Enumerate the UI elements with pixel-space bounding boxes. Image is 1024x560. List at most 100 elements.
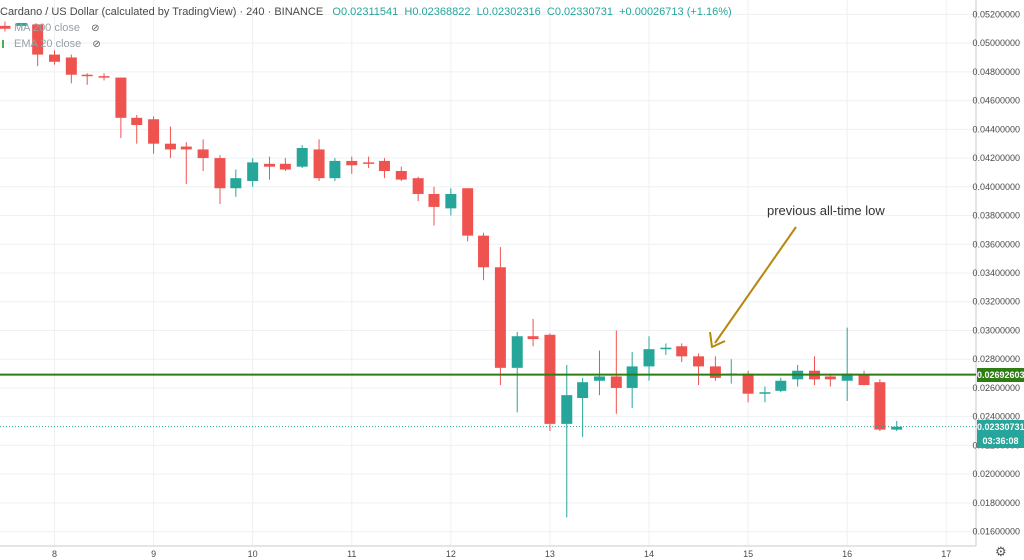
candle bbox=[329, 158, 341, 182]
candle-body bbox=[841, 373, 853, 381]
x-tick-label: 11 bbox=[347, 549, 356, 559]
candle bbox=[81, 73, 93, 85]
candle bbox=[478, 232, 490, 281]
candle bbox=[65, 54, 77, 84]
candle bbox=[693, 353, 705, 386]
candle bbox=[792, 364, 804, 387]
candle bbox=[593, 350, 605, 396]
indicator-color-mark bbox=[2, 40, 12, 48]
candle bbox=[643, 336, 655, 381]
candle-body bbox=[610, 376, 622, 388]
x-tick-label: 16 bbox=[842, 549, 852, 559]
y-tick-label: 0.04800000 bbox=[972, 67, 1020, 77]
candle bbox=[742, 370, 754, 403]
candle-body bbox=[115, 77, 127, 118]
candle bbox=[462, 188, 474, 242]
last-price-tag: 0.02330731 bbox=[977, 419, 1024, 434]
candle bbox=[494, 247, 506, 386]
candle bbox=[577, 377, 589, 437]
candle-body bbox=[65, 57, 77, 75]
candle-body bbox=[577, 382, 589, 399]
candle-body bbox=[742, 373, 754, 394]
candle bbox=[808, 356, 820, 386]
bar-countdown-tag: 03:36:08 bbox=[977, 433, 1024, 448]
candle-body bbox=[626, 366, 638, 388]
y-tick-label: 0.02600000 bbox=[972, 383, 1020, 393]
candle bbox=[363, 156, 375, 169]
eye-off-icon[interactable]: ⊘ bbox=[91, 23, 100, 34]
candle-body bbox=[363, 162, 375, 164]
candle-body bbox=[98, 76, 110, 78]
y-tick-label: 0.01800000 bbox=[972, 498, 1020, 508]
x-tick-label: 15 bbox=[743, 549, 753, 559]
annotation-arrow-head bbox=[709, 331, 726, 348]
x-tick-label: 8 bbox=[52, 549, 57, 559]
candle bbox=[164, 126, 176, 159]
eye-off-icon[interactable]: ⊘ bbox=[92, 39, 101, 50]
candle-body bbox=[824, 376, 836, 380]
candle bbox=[610, 330, 622, 414]
x-tick-label: 14 bbox=[644, 549, 654, 559]
candle-body bbox=[378, 160, 390, 171]
candle bbox=[759, 386, 771, 403]
candle-body bbox=[81, 74, 93, 77]
annotation-arrow-line bbox=[714, 226, 797, 344]
candle bbox=[891, 420, 903, 432]
x-tick-label: 9 bbox=[151, 549, 156, 559]
candle-body bbox=[412, 178, 424, 194]
x-tick-label: 17 bbox=[941, 549, 951, 559]
candle bbox=[511, 331, 523, 413]
indicator-ema20[interactable]: EMA 20 close ⊘ bbox=[0, 36, 732, 52]
candle bbox=[98, 73, 110, 81]
chart-legend: Cardano / US Dollar (calculated by Tradi… bbox=[0, 4, 732, 52]
candle bbox=[230, 169, 242, 197]
candle-body bbox=[346, 160, 358, 166]
indicator-label: EMA 20 close bbox=[14, 38, 82, 50]
candle-body bbox=[676, 346, 688, 357]
candle-body bbox=[693, 356, 705, 367]
candle-body bbox=[395, 170, 407, 180]
candle bbox=[428, 186, 440, 226]
candle-body bbox=[462, 188, 474, 236]
candle bbox=[874, 379, 886, 432]
symbol-title: Cardano / US Dollar (calculated by Tradi… bbox=[0, 6, 324, 18]
candle-body bbox=[0, 25, 11, 29]
ohlc-low: L0.02302316 bbox=[476, 6, 541, 18]
y-tick-label: 0.02400000 bbox=[972, 412, 1020, 422]
candle bbox=[296, 145, 308, 169]
candle bbox=[197, 139, 209, 171]
candle-body bbox=[544, 334, 556, 424]
y-tick-label: 0.02800000 bbox=[972, 354, 1020, 364]
candle-body bbox=[180, 146, 192, 150]
candle bbox=[824, 373, 836, 387]
candle-body bbox=[660, 347, 672, 350]
candle bbox=[346, 156, 358, 174]
candle bbox=[16, 22, 28, 31]
candle-body bbox=[214, 158, 226, 189]
candle bbox=[395, 166, 407, 182]
price-change: +0.00026713 (+1.16%) bbox=[619, 6, 732, 18]
candle bbox=[48, 50, 60, 65]
y-tick-label: 0.04400000 bbox=[972, 124, 1020, 134]
gear-icon[interactable]: ⚙ bbox=[995, 544, 1007, 559]
ohlc-high: H0.02368822 bbox=[404, 6, 471, 18]
y-tick-label: 0.03600000 bbox=[972, 239, 1020, 249]
candle-body bbox=[527, 336, 539, 340]
candle-body bbox=[48, 54, 60, 62]
candle-body bbox=[494, 267, 506, 368]
candle-body bbox=[279, 163, 291, 170]
y-tick-label: 0.03400000 bbox=[972, 268, 1020, 278]
candle-body bbox=[511, 336, 523, 368]
support-price-tag: 0.02692603 bbox=[977, 367, 1024, 382]
candle bbox=[247, 158, 259, 187]
candle-body bbox=[230, 178, 242, 189]
y-tick-label: 0.04200000 bbox=[972, 153, 1020, 163]
candlestick-series bbox=[0, 21, 903, 518]
y-tick-label: 0.05200000 bbox=[972, 9, 1020, 19]
candle bbox=[858, 370, 870, 386]
indicator-ma200[interactable]: MA 200 close ⊘ bbox=[0, 20, 732, 36]
candle bbox=[131, 114, 143, 144]
candle bbox=[115, 77, 127, 138]
indicator-label: MA 200 close bbox=[14, 22, 81, 34]
